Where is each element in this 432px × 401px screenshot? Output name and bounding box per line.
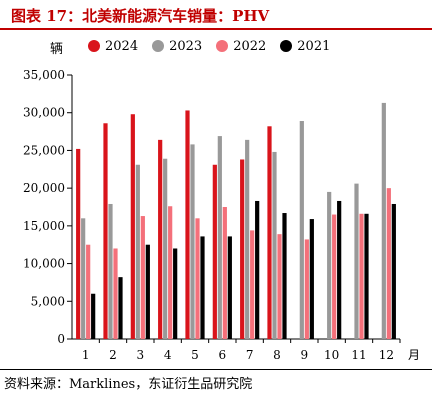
legend-item-2024: 2024 <box>88 39 138 54</box>
x-tick-label: 1 <box>82 348 90 362</box>
legend-item-2021: 2021 <box>280 39 330 54</box>
bar-2021-6 <box>227 236 232 339</box>
bar-2023-5 <box>190 144 195 339</box>
bar-2021-8 <box>282 213 287 339</box>
x-tick-label: 11 <box>351 348 366 362</box>
bar-2021-9 <box>309 219 314 339</box>
bar-2022-2 <box>113 248 118 339</box>
legend-item-2022: 2022 <box>216 39 266 54</box>
bar-2023-6 <box>217 136 222 339</box>
x-tick-label: 4 <box>164 348 172 362</box>
bar-2022-1 <box>86 244 91 339</box>
bar-2021-11 <box>364 213 369 339</box>
bar-2021-7 <box>255 200 260 339</box>
bar-2022-7 <box>250 230 255 339</box>
bar-2022-3 <box>140 216 145 339</box>
y-tick-label: 20,000 <box>23 181 65 195</box>
bar-2021-1 <box>91 293 96 339</box>
figure-title: 图表 17：北美新能源汽车销量：PHV <box>11 7 270 25</box>
y-tick-label: 0 <box>57 332 65 346</box>
bar-2024-4 <box>158 139 163 339</box>
bar-2022-10 <box>332 214 337 339</box>
bar-2024-8 <box>267 126 272 339</box>
y-tick-label: 35,000 <box>23 68 65 82</box>
legend-swatch-2021 <box>280 40 293 52</box>
legend-label-2024: 2024 <box>105 38 139 54</box>
bar-2024-7 <box>240 159 245 339</box>
bar-2023-12 <box>381 102 386 339</box>
legend-label-2023: 2023 <box>169 38 203 54</box>
y-tick-label: 10,000 <box>23 257 65 271</box>
bar-2022-8 <box>277 234 282 339</box>
y-tick-label: 30,000 <box>23 106 65 120</box>
x-axis-unit-label: 月 <box>408 348 420 362</box>
source-note: 资料来源：Marklines，东证衍生品研究院 <box>4 377 253 392</box>
y-axis-unit-label: 辆 <box>50 42 64 57</box>
bar-2021-10 <box>337 200 342 339</box>
bar-2024-1 <box>76 148 81 339</box>
bar-2024-3 <box>130 114 135 339</box>
y-tick-label: 15,000 <box>23 219 65 233</box>
bar-2023-10 <box>327 191 332 339</box>
bar-2022-4 <box>168 206 173 339</box>
bar-2022-9 <box>304 239 309 339</box>
bar-2021-4 <box>173 248 178 339</box>
source-divider <box>0 369 432 370</box>
x-tick-label: 9 <box>301 348 309 362</box>
bar-2023-9 <box>299 121 304 339</box>
bar-2022-6 <box>222 207 227 339</box>
x-tick-label: 8 <box>273 348 281 362</box>
bar-2023-8 <box>272 151 277 339</box>
chart-legend: 2024 2023 2022 2021 <box>88 36 344 56</box>
legend-label-2022: 2022 <box>233 38 267 54</box>
bar-chart: 0 5,000 10,000 15,000 20,000 25,000 30,000 35,0… <box>23 68 420 362</box>
figure-title-bar: 图表 17：北美新能源汽车销量：PHV <box>0 0 432 30</box>
bar-2023-4 <box>163 158 168 339</box>
x-tick-label: 12 <box>379 348 394 362</box>
x-tick-label: 10 <box>324 348 339 362</box>
bar-2021-2 <box>118 277 123 339</box>
legend-item-2023: 2023 <box>152 39 202 54</box>
x-tick-label: 2 <box>109 348 117 362</box>
x-tick-label: 7 <box>246 348 254 362</box>
legend-swatch-2024 <box>88 40 100 52</box>
legend-swatch-2022 <box>216 40 229 52</box>
bar-2023-7 <box>245 139 250 339</box>
bar-2024-2 <box>103 123 108 339</box>
bar-2023-3 <box>135 164 140 339</box>
bar-2022-12 <box>386 188 391 339</box>
bar-2021-12 <box>391 203 396 339</box>
bar-2023-11 <box>354 183 359 339</box>
y-tick-label: 5,000 <box>31 294 65 308</box>
bar-2024-6 <box>212 164 217 339</box>
bar-2023-1 <box>81 218 86 339</box>
bar-2021-5 <box>200 236 205 339</box>
bar-2022-11 <box>359 213 364 339</box>
bar-2024-5 <box>185 110 190 339</box>
x-tick-label: 5 <box>191 348 199 362</box>
bar-2021-3 <box>145 244 150 339</box>
x-tick-label: 3 <box>137 348 145 362</box>
x-tick-label: 6 <box>219 348 227 362</box>
bar-2022-5 <box>195 218 200 339</box>
legend-swatch-2023 <box>152 40 165 52</box>
legend-label-2021: 2021 <box>297 38 331 54</box>
y-tick-label: 25,000 <box>23 143 65 157</box>
bar-2023-2 <box>108 203 113 339</box>
